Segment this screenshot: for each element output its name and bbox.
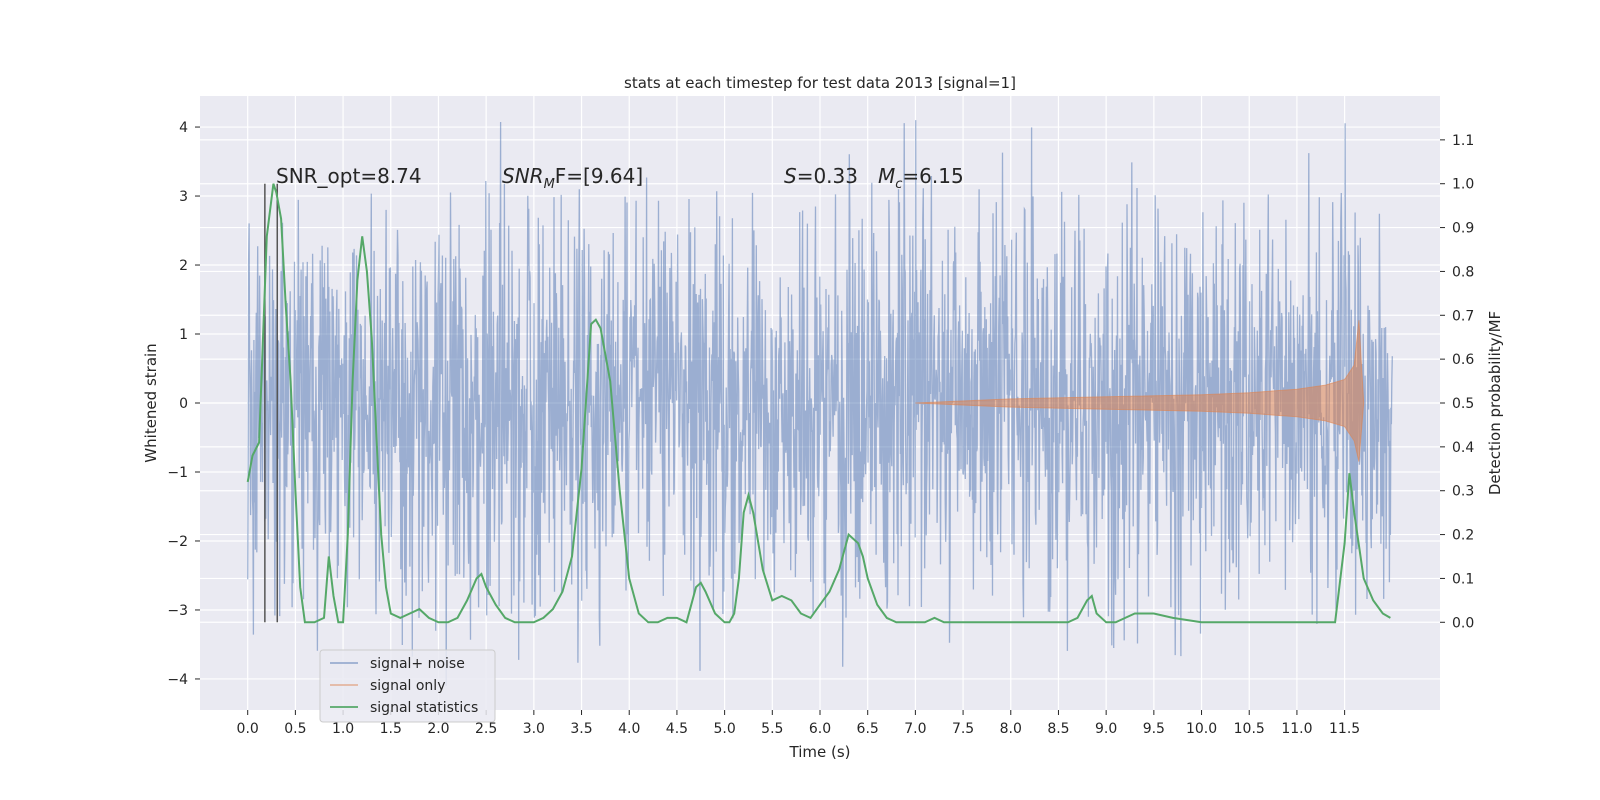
x-tick-label: 9.0 [1095,721,1117,737]
legend-label-signal-noise: signal+ noise [370,656,465,672]
y-right-tick-label: 0.9 [1452,221,1474,237]
legend: signal+ noise signal only signal statist… [319,649,496,723]
x-tick-label: 2.5 [475,721,497,737]
annotation-mc-subscript: c [895,177,902,192]
x-tick-label: 9.5 [1143,721,1165,737]
y-tick-label: −1 [167,465,188,481]
y-right-tick-label: 0.8 [1452,264,1474,280]
x-axis-ticks: 0.0 0.5 1.0 1.5 2.0 2.5 3.0 3.5 4.0 4.5 5.0 5.5 6.0 6… [237,710,1360,737]
x-tick-label: 6.0 [809,721,831,737]
x-tick-label: 8.0 [1000,721,1022,737]
x-tick-label: 1.5 [380,721,402,737]
annotation-s: S=0.33 [784,164,858,188]
annotation-snr-mf-symbol: SNR [502,164,544,188]
y-axis-label: Whitened strain [142,343,160,462]
x-tick-label: 10.0 [1186,721,1217,737]
x-tick-label: 0.0 [237,721,259,737]
annotation-snr-mf-value: F=[9.64] [555,164,643,188]
series-signal-only [915,320,1365,462]
annotation-s-symbol: S [784,164,797,188]
y-right-tick-label: 0.0 [1452,615,1474,631]
vertical-markers [264,183,279,623]
y-tick-label: 2 [179,258,188,274]
legend-label-signal-only: signal only [370,678,445,694]
legend-box [319,649,496,723]
x-tick-label: 7.0 [904,721,926,737]
annotation-mc-symbol: M [878,164,895,188]
y-right-tick-label: 0.7 [1452,308,1474,324]
y-tick-label: 1 [179,327,188,343]
x-tick-label: 8.5 [1047,721,1069,737]
y-right-axis-ticks: 1.1 1.0 0.9 0.8 0.7 0.6 0.5 0.4 0.3 0.2 0.1 0.0 [1440,133,1474,631]
series-signal-noise [247,120,1393,686]
x-tick-label: 3.5 [570,721,592,737]
x-tick-label: 11.0 [1281,721,1312,737]
y-right-tick-label: 0.5 [1452,396,1474,412]
x-tick-label: 5.5 [761,721,783,737]
series-layer [246,120,1393,686]
y-right-tick-label: 1.1 [1452,133,1474,149]
legend-label-signal-statistics: signal statistics [370,700,478,716]
y-right-tick-label: 0.3 [1452,484,1474,500]
y-tick-label: 3 [179,189,188,205]
x-tick-label: 10.5 [1234,721,1265,737]
y-axis-ticks: 4 3 2 1 0 −1 −2 −3 −4 [167,120,200,688]
x-tick-label: 7.5 [952,721,974,737]
y-tick-label: −4 [167,672,188,688]
y-right-tick-label: 1.0 [1452,177,1474,193]
y-right-tick-label: 0.4 [1452,440,1474,456]
y-right-axis-label: Detection probability/MF [1486,311,1504,495]
x-tick-label: 4.5 [666,721,688,737]
y-tick-label: 0 [179,396,188,412]
chart-title: stats at each timestep for test data 201… [624,74,1016,92]
x-tick-label: 2.0 [427,721,449,737]
x-tick-label: 0.5 [284,721,306,737]
annotation-snr-mf-subscript: M [544,177,555,192]
y-tick-label: 4 [179,120,188,136]
x-tick-label: 3.0 [523,721,545,737]
y-right-tick-label: 0.1 [1452,571,1474,587]
y-right-tick-label: 0.6 [1452,352,1474,368]
x-axis-label: Time (s) [789,743,851,761]
annotation-snr-opt: SNR_opt=8.74 [276,164,422,188]
y-tick-label: −2 [167,534,188,550]
annotation-mc-value: =6.15 [902,164,963,188]
y-right-tick-label: 0.2 [1452,528,1474,544]
annotation-snr-mf: SNRMF=[9.64] [502,164,643,192]
x-tick-label: 6.5 [857,721,879,737]
x-tick-label: 5.0 [713,721,735,737]
x-tick-label: 11.5 [1329,721,1360,737]
y-tick-label: −3 [167,603,188,619]
series-signal-statistics [246,183,1391,624]
annotation-mc: Mc=6.15 [878,164,964,192]
annotation-s-value: =0.33 [797,164,858,188]
x-tick-label: 1.0 [332,721,354,737]
x-tick-label: 4.0 [618,721,640,737]
